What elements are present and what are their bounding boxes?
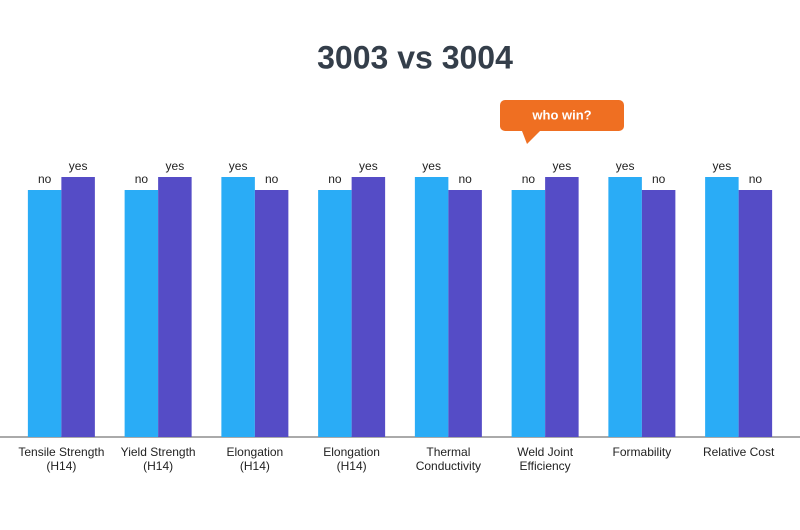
bar [641,190,676,437]
value-label: yes [359,159,378,173]
callout-box [500,100,624,131]
value-label: yes [69,159,88,173]
bar [511,190,546,437]
chart-title: 3003 vs 3004 [317,39,513,75]
x-tick-label: Elongation [227,445,284,459]
x-tick-label: Conductivity [416,459,481,473]
value-label: yes [713,159,732,173]
bar [351,177,386,437]
bar [158,177,192,437]
value-label: yes [616,159,635,173]
bar [221,177,255,437]
x-tick-label: Elongation [323,445,380,459]
bar [61,177,95,437]
x-tick-label: (H14) [240,459,270,473]
callout: who win? [500,100,624,144]
x-tick-label: (H14) [337,459,367,473]
bar [414,177,449,437]
bar [608,177,642,437]
x-tick-label: Formability [613,445,672,459]
bar [545,177,579,437]
x-tick-label: Yield Strength [121,445,196,459]
bar [318,190,352,437]
x-tick-label: (H14) [46,459,76,473]
bar [124,190,159,437]
value-label: no [135,172,149,186]
callout-tail [522,131,540,144]
x-tick-label: Relative Cost [703,445,775,459]
bar [27,190,62,437]
value-label: yes [166,159,185,173]
x-tick-label: Tensile Strength [18,445,104,459]
value-label: yes [229,159,248,173]
value-label: no [522,172,536,186]
value-label: no [749,172,763,186]
value-label: no [458,172,472,186]
value-label: no [265,172,279,186]
bar [254,190,289,437]
bar [705,177,739,437]
bar [448,190,482,437]
x-tick-label: Thermal [426,445,470,459]
x-tick-label: Efficiency [520,459,571,473]
value-label: no [38,172,52,186]
value-label: no [328,172,342,186]
value-label: yes [422,159,441,173]
callout-text: who win? [531,107,591,122]
bar [738,190,773,437]
x-tick-label: Weld Joint [517,445,573,459]
value-label: yes [553,159,572,173]
value-label: no [652,172,666,186]
x-tick-label: (H14) [143,459,173,473]
